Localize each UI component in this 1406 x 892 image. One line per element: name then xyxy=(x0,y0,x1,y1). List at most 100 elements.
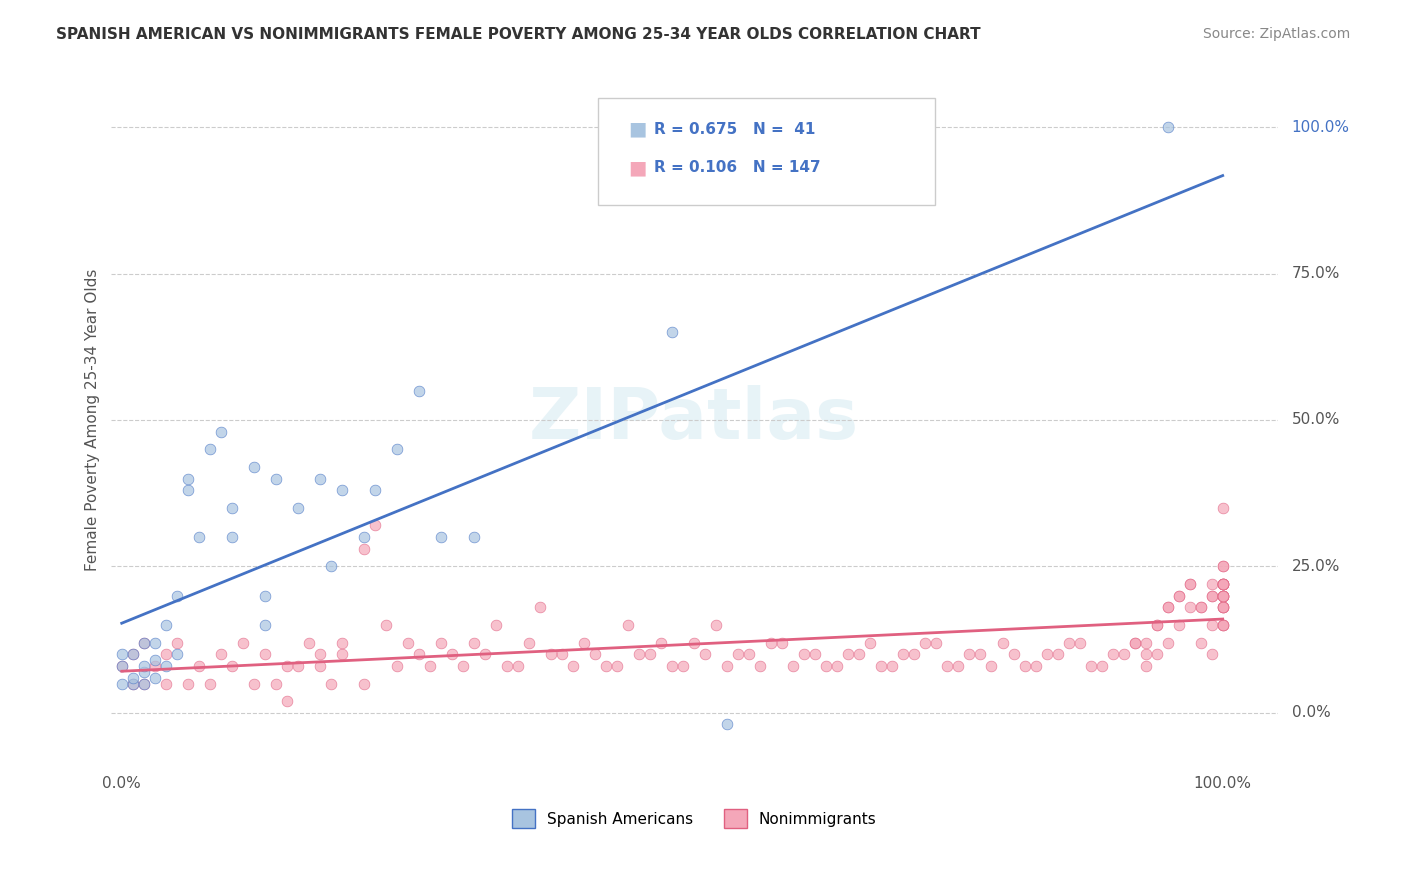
Text: ■: ■ xyxy=(628,158,647,178)
Point xyxy=(451,659,474,673)
Text: ZIPatlas: ZIPatlas xyxy=(529,385,859,454)
Point xyxy=(1014,659,1036,673)
Point xyxy=(385,442,408,457)
Point xyxy=(353,541,375,556)
Point xyxy=(1178,600,1201,615)
Point xyxy=(1212,577,1234,591)
Point xyxy=(1212,577,1234,591)
Point xyxy=(980,659,1002,673)
Point xyxy=(408,384,430,398)
Point xyxy=(749,659,772,673)
Point xyxy=(143,635,166,649)
Point xyxy=(198,442,221,457)
Point xyxy=(1189,600,1212,615)
Point xyxy=(1057,635,1080,649)
Point xyxy=(1167,589,1189,603)
Point xyxy=(1178,577,1201,591)
Point xyxy=(166,589,188,603)
Point xyxy=(143,653,166,667)
Point xyxy=(177,483,200,498)
Point xyxy=(815,659,838,673)
Point xyxy=(1212,618,1234,632)
Point xyxy=(463,635,485,649)
Point xyxy=(1201,589,1223,603)
Point xyxy=(1201,618,1223,632)
Point xyxy=(187,530,209,544)
Point xyxy=(1178,577,1201,591)
Text: Source: ZipAtlas.com: Source: ZipAtlas.com xyxy=(1202,27,1350,41)
Point xyxy=(695,647,717,661)
Point xyxy=(121,676,143,690)
Text: 100.0%: 100.0% xyxy=(1292,120,1350,135)
Point xyxy=(1156,600,1178,615)
Point xyxy=(1201,577,1223,591)
Point xyxy=(683,635,706,649)
Point xyxy=(1069,635,1091,649)
Text: SPANISH AMERICAN VS NONIMMIGRANTS FEMALE POVERTY AMONG 25-34 YEAR OLDS CORRELATI: SPANISH AMERICAN VS NONIMMIGRANTS FEMALE… xyxy=(56,27,981,42)
Point xyxy=(1212,600,1234,615)
Point xyxy=(804,647,827,661)
Point xyxy=(606,659,628,673)
Point xyxy=(330,483,353,498)
Point xyxy=(209,647,232,661)
Point xyxy=(1212,577,1234,591)
Point xyxy=(309,647,332,661)
Text: 75.0%: 75.0% xyxy=(1292,266,1340,281)
Point xyxy=(1035,647,1057,661)
Point xyxy=(1156,120,1178,134)
Point xyxy=(132,635,155,649)
Point xyxy=(1212,577,1234,591)
Point xyxy=(969,647,991,661)
Point xyxy=(209,425,232,439)
Point xyxy=(1135,647,1157,661)
Text: 50.0%: 50.0% xyxy=(1292,412,1340,427)
Point xyxy=(264,676,287,690)
Point xyxy=(1212,559,1234,574)
Point xyxy=(617,618,640,632)
Point xyxy=(1135,659,1157,673)
Point xyxy=(991,635,1014,649)
Point xyxy=(463,530,485,544)
Point xyxy=(782,659,804,673)
Point xyxy=(870,659,893,673)
Point xyxy=(1212,577,1234,591)
Point xyxy=(1201,589,1223,603)
Point xyxy=(1212,600,1234,615)
Point xyxy=(1146,618,1168,632)
Point xyxy=(474,647,496,661)
Point xyxy=(628,647,651,661)
Point xyxy=(1146,647,1168,661)
Point xyxy=(187,659,209,673)
Point xyxy=(1212,600,1234,615)
Point xyxy=(253,647,276,661)
Point xyxy=(893,647,915,661)
Point xyxy=(1101,647,1123,661)
Point xyxy=(1212,589,1234,603)
Point xyxy=(517,635,540,649)
Point xyxy=(770,635,793,649)
Point xyxy=(1201,647,1223,661)
Point xyxy=(1090,659,1112,673)
Point xyxy=(364,483,387,498)
Point xyxy=(1112,647,1135,661)
Text: ■: ■ xyxy=(628,120,647,139)
Point xyxy=(1167,618,1189,632)
Point xyxy=(111,659,134,673)
Point xyxy=(143,659,166,673)
Point xyxy=(166,635,188,649)
Point xyxy=(243,676,266,690)
Point xyxy=(319,559,342,574)
Point xyxy=(385,659,408,673)
Point xyxy=(276,659,298,673)
Point xyxy=(1046,647,1069,661)
Point xyxy=(562,659,585,673)
Point xyxy=(716,659,738,673)
Point xyxy=(595,659,617,673)
Point xyxy=(1156,600,1178,615)
Point xyxy=(264,471,287,485)
Point xyxy=(1025,659,1047,673)
Point xyxy=(1002,647,1025,661)
Point xyxy=(914,635,936,649)
Point xyxy=(727,647,749,661)
Point xyxy=(243,459,266,474)
